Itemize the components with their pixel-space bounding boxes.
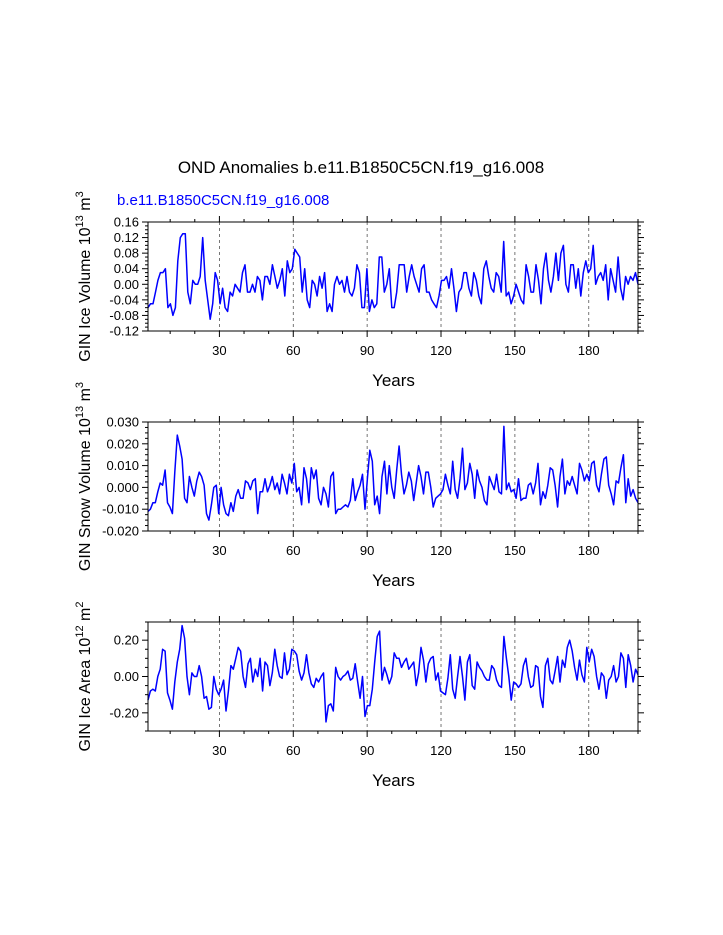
x-axis-label: Years [372, 371, 415, 390]
x-tick-label: 60 [286, 543, 300, 558]
series-line-3 [147, 624, 639, 723]
y-tick-label: 0.00 [114, 277, 139, 292]
y-axis-label: GIN Ice Volume 1013 m3 [74, 191, 94, 361]
x-tick-label: 60 [286, 743, 300, 758]
x-tick-label: 120 [430, 343, 452, 358]
y-tick-label: -0.12 [109, 324, 139, 339]
plot-frame [147, 621, 639, 732]
panel-2: 30 60 90 120 150 180 -0.020 -0.010 0.000 0.010 0.0… [74, 382, 644, 590]
x-tick-label: 180 [578, 743, 600, 758]
y-tick-label: 0.00 [114, 669, 139, 684]
x-tick-label: 30 [212, 343, 226, 358]
x-axis-label: Years [372, 571, 415, 590]
y-tick-label: -0.08 [109, 308, 139, 323]
y-tick-label: -0.20 [109, 705, 139, 720]
x-axis-label: Years [372, 771, 415, 790]
y-axis-label: GIN Ice Area 1012 m2 [74, 602, 94, 752]
y-tick-label: 0.030 [106, 415, 139, 430]
x-tick-label: 120 [430, 543, 452, 558]
x-tick-label: 180 [578, 343, 600, 358]
y-tick-label: -0.010 [102, 502, 139, 517]
panel-3: 30 60 90 120 150 180 -0.20 0.00 0.20 Years GIN Ice… [74, 602, 644, 790]
plot-frame [147, 221, 639, 332]
x-tick-label: 90 [360, 343, 374, 358]
y-tick-label: 0.12 [114, 230, 139, 245]
y-tick-label: 0.020 [106, 436, 139, 451]
x-tick-label: 180 [578, 543, 600, 558]
chart-panels: 30 60 90 120 150 180-0.12-0.08-0.040.000.040.… [74, 191, 644, 790]
y-axis-label: GIN Snow Volume 1013 m3 [74, 382, 94, 571]
x-tick-label: 30 [212, 743, 226, 758]
y-tick-label: 0.20 [114, 633, 139, 648]
y-tick-label: 0.16 [114, 215, 139, 230]
case-label: b.e11.B1850C5CN.f19_g16.008 [117, 192, 329, 209]
y-tick-label: -0.020 [102, 524, 139, 539]
x-tick-label: 150 [504, 743, 526, 758]
series-line-1 [147, 232, 639, 321]
y-tick-label: 0.000 [106, 480, 139, 495]
y-tick-label: 0.08 [114, 246, 139, 261]
x-tick-label: 120 [430, 743, 452, 758]
y-tick-label: -0.04 [109, 292, 139, 307]
y-tick-label: 0.010 [106, 458, 139, 473]
x-tick-label: 90 [360, 743, 374, 758]
panel-1: 30 60 90 120 150 180-0.12-0.08-0.040.000.040.… [74, 191, 644, 390]
x-tick-label: 60 [286, 343, 300, 358]
x-tick-label: 90 [360, 543, 374, 558]
x-tick-label: 150 [504, 543, 526, 558]
series-line-2 [147, 425, 639, 521]
main-title: OND Anomalies b.e11.B1850C5CN.f19_g16.00… [178, 158, 544, 177]
x-tick-label: 30 [212, 543, 226, 558]
y-tick-label: 0.04 [114, 261, 139, 276]
x-tick-label: 150 [504, 343, 526, 358]
plot-frame [147, 421, 639, 532]
